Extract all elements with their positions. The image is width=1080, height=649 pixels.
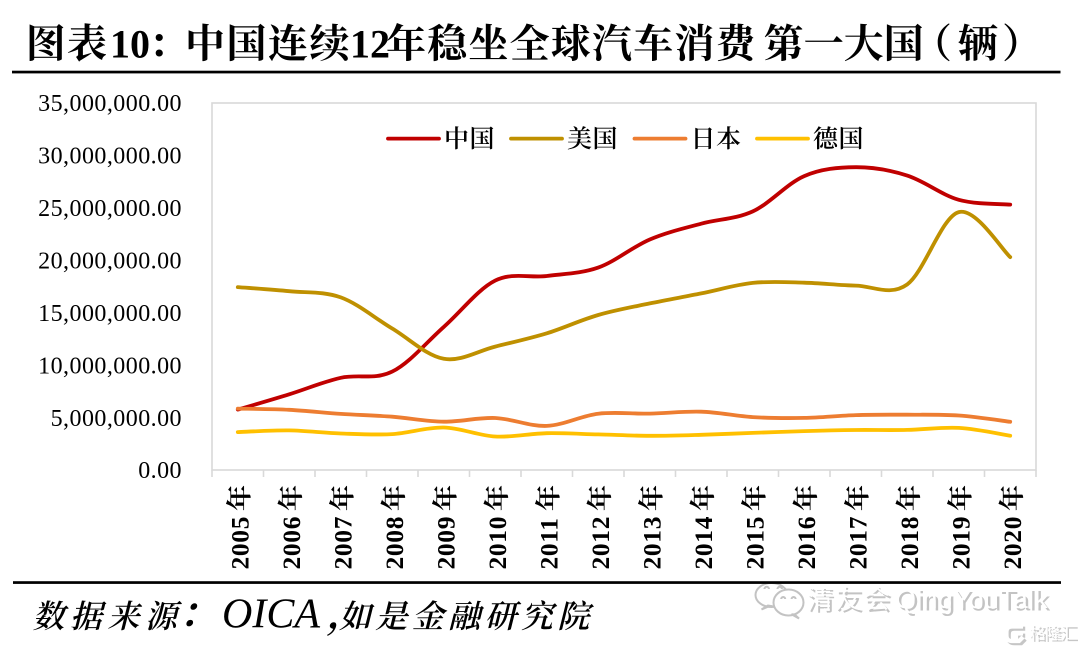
svg-text:2008: 2008	[380, 516, 409, 570]
svg-text:2015: 2015	[740, 516, 769, 570]
svg-text:20,000,000.00: 20,000,000.00	[38, 249, 182, 275]
svg-text:30,000,000.00: 30,000,000.00	[38, 144, 182, 170]
svg-text:2011: 2011	[534, 517, 563, 569]
svg-text:2007: 2007	[328, 516, 357, 570]
svg-text:OICA: OICA	[222, 592, 320, 638]
svg-text:0.00: 0.00	[138, 458, 182, 484]
svg-text:QingYouTalk: QingYouTalk	[898, 587, 1051, 617]
svg-text:35,000,000.00: 35,000,000.00	[38, 91, 182, 117]
svg-text:10,000,000.00: 10,000,000.00	[38, 353, 182, 379]
svg-text:2013: 2013	[637, 516, 666, 570]
svg-text:12: 12	[350, 22, 390, 67]
svg-text:5,000,000.00: 5,000,000.00	[51, 406, 182, 432]
svg-text:2016: 2016	[792, 516, 821, 570]
svg-text:2006: 2006	[277, 516, 306, 570]
svg-text:15,000,000.00: 15,000,000.00	[38, 301, 182, 327]
svg-text:2010: 2010	[483, 516, 512, 570]
svg-text:25,000,000.00: 25,000,000.00	[38, 196, 182, 222]
svg-text:2018: 2018	[895, 516, 924, 570]
svg-text:2014: 2014	[689, 516, 718, 570]
svg-text:2020: 2020	[998, 516, 1027, 570]
svg-text:2019: 2019	[946, 516, 975, 570]
svg-text:QingYouTalk: QingYouTalk	[895, 584, 1048, 614]
svg-text:10: 10	[110, 22, 150, 67]
svg-text:2017: 2017	[843, 516, 872, 570]
svg-text:2009: 2009	[431, 516, 460, 570]
svg-text:2012: 2012	[586, 516, 615, 570]
svg-text:2005: 2005	[225, 516, 254, 570]
